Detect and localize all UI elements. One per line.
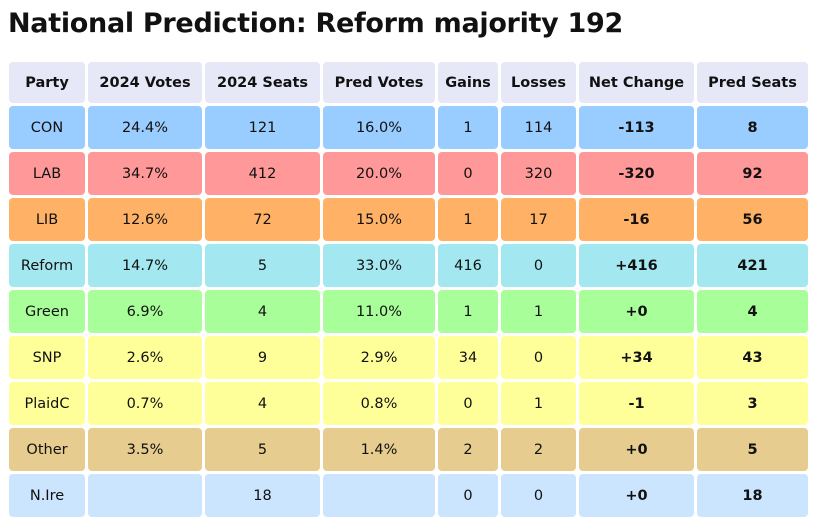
seats-2024-cell: 18 <box>205 474 320 517</box>
pred-seats-cell: 5 <box>697 428 808 471</box>
votes-2024-cell: 34.7% <box>88 152 202 195</box>
party-cell: Green <box>9 290 85 333</box>
table-row: CON 24.4% 121 16.0% 1 114 -113 8 <box>9 106 808 149</box>
losses-cell: 17 <box>501 198 576 241</box>
pred-votes-cell: 15.0% <box>323 198 435 241</box>
votes-2024-cell: 6.9% <box>88 290 202 333</box>
votes-2024-cell <box>88 474 202 517</box>
gains-cell: 0 <box>438 382 498 425</box>
party-cell: CON <box>9 106 85 149</box>
net-change-cell: -1 <box>579 382 694 425</box>
pred-seats-cell: 56 <box>697 198 808 241</box>
seats-2024-cell: 5 <box>205 244 320 287</box>
pred-votes-cell: 1.4% <box>323 428 435 471</box>
net-change-cell: +416 <box>579 244 694 287</box>
pred-votes-cell: 11.0% <box>323 290 435 333</box>
table-row: LIB 12.6% 72 15.0% 1 17 -16 56 <box>9 198 808 241</box>
page-title: National Prediction: Reform majority 192 <box>8 8 623 39</box>
column-header-party: Party <box>9 62 85 103</box>
votes-2024-cell: 2.6% <box>88 336 202 379</box>
seats-2024-cell: 72 <box>205 198 320 241</box>
party-cell: LAB <box>9 152 85 195</box>
column-header-2024-votes: 2024 Votes <box>88 62 202 103</box>
gains-cell: 416 <box>438 244 498 287</box>
pred-seats-cell: 421 <box>697 244 808 287</box>
votes-2024-cell: 24.4% <box>88 106 202 149</box>
net-change-cell: +0 <box>579 428 694 471</box>
party-cell: PlaidC <box>9 382 85 425</box>
votes-2024-cell: 3.5% <box>88 428 202 471</box>
net-change-cell: +0 <box>579 474 694 517</box>
party-cell: SNP <box>9 336 85 379</box>
seats-2024-cell: 412 <box>205 152 320 195</box>
losses-cell: 1 <box>501 382 576 425</box>
table-row: SNP 2.6% 9 2.9% 34 0 +34 43 <box>9 336 808 379</box>
gains-cell: 0 <box>438 152 498 195</box>
votes-2024-cell: 14.7% <box>88 244 202 287</box>
pred-seats-cell: 18 <box>697 474 808 517</box>
losses-cell: 1 <box>501 290 576 333</box>
pred-votes-cell <box>323 474 435 517</box>
net-change-cell: +0 <box>579 290 694 333</box>
pred-votes-cell: 0.8% <box>323 382 435 425</box>
gains-cell: 1 <box>438 106 498 149</box>
party-cell: Reform <box>9 244 85 287</box>
gains-cell: 34 <box>438 336 498 379</box>
net-change-cell: -16 <box>579 198 694 241</box>
seats-2024-cell: 4 <box>205 290 320 333</box>
column-header-losses: Losses <box>501 62 576 103</box>
gains-cell: 1 <box>438 290 498 333</box>
votes-2024-cell: 0.7% <box>88 382 202 425</box>
gains-cell: 2 <box>438 428 498 471</box>
table-row: Green 6.9% 4 11.0% 1 1 +0 4 <box>9 290 808 333</box>
net-change-cell: +34 <box>579 336 694 379</box>
gains-cell: 1 <box>438 198 498 241</box>
table-row: LAB 34.7% 412 20.0% 0 320 -320 92 <box>9 152 808 195</box>
seats-2024-cell: 5 <box>205 428 320 471</box>
pred-seats-cell: 4 <box>697 290 808 333</box>
losses-cell: 114 <box>501 106 576 149</box>
losses-cell: 2 <box>501 428 576 471</box>
losses-cell: 320 <box>501 152 576 195</box>
losses-cell: 0 <box>501 244 576 287</box>
seats-2024-cell: 9 <box>205 336 320 379</box>
table-header-row: Party 2024 Votes 2024 Seats Pred Votes G… <box>9 62 808 103</box>
table-row: Reform 14.7% 5 33.0% 416 0 +416 421 <box>9 244 808 287</box>
table-row: N.Ire 18 0 0 +0 18 <box>9 474 808 517</box>
party-cell: N.Ire <box>9 474 85 517</box>
party-cell: Other <box>9 428 85 471</box>
pred-votes-cell: 16.0% <box>323 106 435 149</box>
pred-seats-cell: 8 <box>697 106 808 149</box>
table-row: PlaidC 0.7% 4 0.8% 0 1 -1 3 <box>9 382 808 425</box>
net-change-cell: -320 <box>579 152 694 195</box>
column-header-pred-seats: Pred Seats <box>697 62 808 103</box>
column-header-pred-votes: Pred Votes <box>323 62 435 103</box>
column-header-gains: Gains <box>438 62 498 103</box>
net-change-cell: -113 <box>579 106 694 149</box>
party-cell: LIB <box>9 198 85 241</box>
seats-2024-cell: 121 <box>205 106 320 149</box>
prediction-table: Party 2024 Votes 2024 Seats Pred Votes G… <box>6 59 811 520</box>
pred-votes-cell: 2.9% <box>323 336 435 379</box>
pred-seats-cell: 3 <box>697 382 808 425</box>
column-header-2024-seats: 2024 Seats <box>205 62 320 103</box>
pred-seats-cell: 43 <box>697 336 808 379</box>
losses-cell: 0 <box>501 336 576 379</box>
table-row: Other 3.5% 5 1.4% 2 2 +0 5 <box>9 428 808 471</box>
votes-2024-cell: 12.6% <box>88 198 202 241</box>
losses-cell: 0 <box>501 474 576 517</box>
gains-cell: 0 <box>438 474 498 517</box>
pred-votes-cell: 20.0% <box>323 152 435 195</box>
seats-2024-cell: 4 <box>205 382 320 425</box>
column-header-net-change: Net Change <box>579 62 694 103</box>
pred-votes-cell: 33.0% <box>323 244 435 287</box>
pred-seats-cell: 92 <box>697 152 808 195</box>
